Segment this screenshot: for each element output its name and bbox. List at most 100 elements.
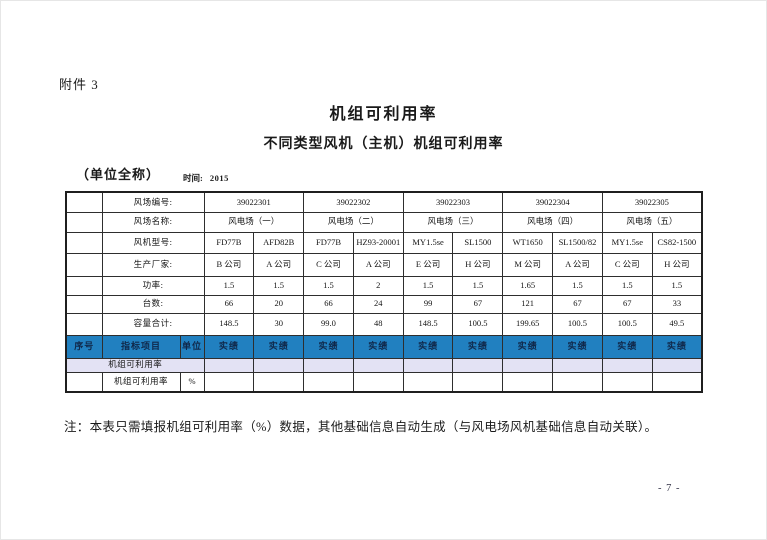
input-cell[interactable] (601, 371, 653, 393)
farm-name-cell: 风电场（一） (203, 211, 305, 233)
group-label-cell: 机组可利用率 (65, 357, 205, 373)
group-fill-cell (352, 357, 404, 373)
indicator-header-row: 序号 指标项目 单位 实绩 实绩 实绩 实绩 实绩 实绩 实绩 实绩 实绩 实绩 (65, 334, 703, 359)
input-cell[interactable] (303, 371, 354, 393)
farm-id-cell: 39022302 (303, 191, 404, 213)
group-row: 机组可利用率 (65, 357, 703, 373)
result-header-cell: 实绩 (651, 334, 703, 359)
capacity-cell: 148.5 (203, 312, 255, 336)
unit-header-cell: 单位 (179, 334, 205, 359)
manufacturer-cell: C 公司 (601, 252, 653, 277)
entry-label-cell: 机组可利用率 (101, 371, 181, 393)
group-fill-cell (502, 357, 554, 373)
page-subtitle: 不同类型风机（主机）机组可利用率 (263, 137, 504, 152)
seq-header-cell: 序号 (65, 334, 103, 359)
manufacturer-cell: B 公司 (203, 252, 255, 277)
turbine-model-cell: HZ93-20001 (352, 231, 404, 254)
item-header-cell: 指标项目 (101, 334, 181, 359)
input-cell[interactable] (502, 371, 554, 393)
turbine-model-cell: AFD82B (253, 231, 305, 254)
input-cell[interactable] (452, 371, 504, 393)
group-fill-cell (303, 357, 354, 373)
manufacturer-cell: H 公司 (651, 252, 703, 277)
unit-count-cell: 66 (203, 294, 255, 314)
power-cell: 1.65 (502, 275, 554, 296)
availability-table: 风场编号: 39022301 39022302 39022303 3902230… (65, 191, 703, 393)
unit-count-cell: 66 (303, 294, 354, 314)
input-cell[interactable] (402, 371, 454, 393)
unit-name-label: （单位全称） (76, 167, 161, 182)
power-cell: 1.5 (203, 275, 255, 296)
group-fill-cell (552, 357, 603, 373)
row-label: 台数: (101, 294, 205, 314)
input-cell[interactable] (552, 371, 603, 393)
farm-name-cell: 风电场（四） (502, 211, 603, 233)
turbine-model-cell: SL1500/82 (552, 231, 603, 254)
result-header-cell: 实绩 (452, 334, 504, 359)
time-value: 2015 (209, 173, 229, 183)
empty-cell (65, 371, 103, 393)
row-label: 风场编号: (101, 191, 205, 213)
input-cell[interactable] (253, 371, 305, 393)
page-title: 机组可利用率 (329, 106, 438, 123)
result-header-cell: 实绩 (303, 334, 354, 359)
capacity-row: 容量合计: 148.5 30 99.0 48 148.5 100.5 199.6… (65, 312, 703, 336)
group-fill-cell (402, 357, 454, 373)
capacity-cell: 148.5 (402, 312, 454, 336)
farm-name-cell: 风电场（二） (303, 211, 404, 233)
footnote: 注：本表只需填报机组可利用率（%）数据，其他基础信息自动生成（与风电场风机基础信… (64, 420, 658, 434)
power-cell: 1.5 (303, 275, 354, 296)
turbine-model-row: 风机型号: FD77B AFD82B FD77B HZ93-20001 MY1.… (65, 231, 703, 254)
input-cell[interactable] (203, 371, 255, 393)
power-cell: 1.5 (601, 275, 653, 296)
page-number: - 7 - (658, 483, 681, 494)
empty-cell (65, 231, 103, 254)
empty-cell (65, 252, 103, 277)
unit-count-row: 台数: 66 20 66 24 99 67 121 67 67 33 (65, 294, 703, 314)
group-fill-cell (452, 357, 504, 373)
unit-count-cell: 121 (502, 294, 554, 314)
power-cell: 1.5 (402, 275, 454, 296)
result-header-cell: 实绩 (203, 334, 255, 359)
turbine-model-cell: MY1.5se (402, 231, 454, 254)
group-fill-cell (601, 357, 653, 373)
row-label: 风机型号: (101, 231, 205, 254)
manufacturer-cell: H 公司 (452, 252, 504, 277)
input-cell[interactable] (352, 371, 404, 393)
unit-count-cell: 33 (651, 294, 703, 314)
turbine-model-cell: MY1.5se (601, 231, 653, 254)
time-line: 时间: 2015 (183, 172, 229, 184)
entry-row: 机组可利用率 % (65, 371, 703, 393)
group-fill-cell (651, 357, 703, 373)
power-cell: 1.5 (651, 275, 703, 296)
group-fill-cell (253, 357, 305, 373)
result-header-cell: 实绩 (601, 334, 653, 359)
capacity-cell: 100.5 (601, 312, 653, 336)
capacity-cell: 49.5 (651, 312, 703, 336)
row-label: 容量合计: (101, 312, 205, 336)
unit-count-cell: 67 (452, 294, 504, 314)
empty-cell (65, 275, 103, 296)
result-header-cell: 实绩 (502, 334, 554, 359)
turbine-model-cell: SL1500 (452, 231, 504, 254)
turbine-model-cell: FD77B (203, 231, 255, 254)
empty-cell (65, 191, 103, 213)
farm-id-row: 风场编号: 39022301 39022302 39022303 3902230… (65, 191, 703, 213)
input-cell[interactable] (651, 371, 703, 393)
manufacturer-cell: M 公司 (502, 252, 554, 277)
manufacturer-cell: A 公司 (552, 252, 603, 277)
unit-count-cell: 20 (253, 294, 305, 314)
unit-count-cell: 24 (352, 294, 404, 314)
time-label: 时间: (183, 173, 203, 183)
farm-id-cell: 39022305 (601, 191, 703, 213)
entry-unit-cell: % (179, 371, 205, 393)
farm-name-cell: 风电场（五） (601, 211, 703, 233)
turbine-model-cell: WT1650 (502, 231, 554, 254)
row-label: 生产厂家: (101, 252, 205, 277)
farm-id-cell: 39022303 (402, 191, 504, 213)
capacity-cell: 199.65 (502, 312, 554, 336)
unit-count-cell: 99 (402, 294, 454, 314)
farm-id-cell: 39022301 (203, 191, 305, 213)
result-header-cell: 实绩 (402, 334, 454, 359)
